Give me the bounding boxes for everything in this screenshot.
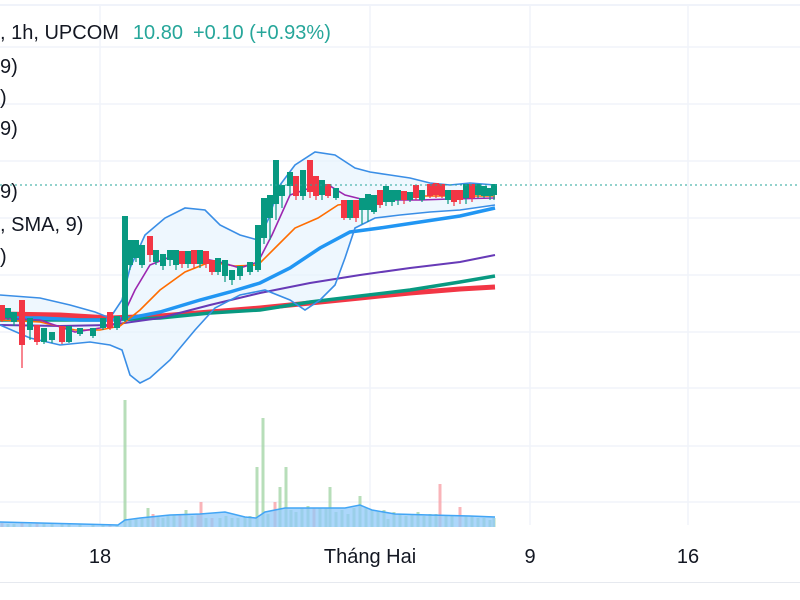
indicator-legend-2[interactable]: ) bbox=[0, 87, 7, 109]
moving-averages bbox=[0, 185, 496, 333]
indicator-legend-6[interactable]: ) bbox=[0, 246, 7, 268]
indicator-legend-1[interactable]: 9) bbox=[0, 56, 18, 78]
volume-bars bbox=[0, 400, 496, 527]
chart-legend: , 1h, UPCOM 10.80 +0.10 (+0.93%) 9) ) 9) 9… bbox=[0, 0, 400, 280]
symbol-interval-exchange: , 1h, UPCOM bbox=[0, 22, 119, 44]
x-tick-18: 18 bbox=[88, 546, 112, 568]
x-tick-9: 9 bbox=[524, 546, 536, 568]
x-tick-16: 16 bbox=[676, 546, 700, 568]
candlesticks bbox=[0, 160, 497, 368]
symbol-header[interactable]: , 1h, UPCOM 10.80 +0.10 (+0.93%) bbox=[0, 21, 331, 45]
indicator-legend-5[interactable]: , SMA, 9) bbox=[0, 214, 84, 236]
indicator-legend-3[interactable]: 9) bbox=[0, 118, 18, 140]
volume-ma-line bbox=[0, 504, 496, 527]
last-price: 10.80 bbox=[132, 22, 183, 44]
x-tick-thang-hai: Tháng Hai bbox=[323, 546, 417, 568]
price-change: +0.10 (+0.93%) bbox=[192, 22, 331, 44]
indicator-legend-4[interactable]: 9) bbox=[0, 181, 18, 203]
top-separator bbox=[0, 4, 800, 6]
x-axis-border bbox=[0, 582, 800, 583]
